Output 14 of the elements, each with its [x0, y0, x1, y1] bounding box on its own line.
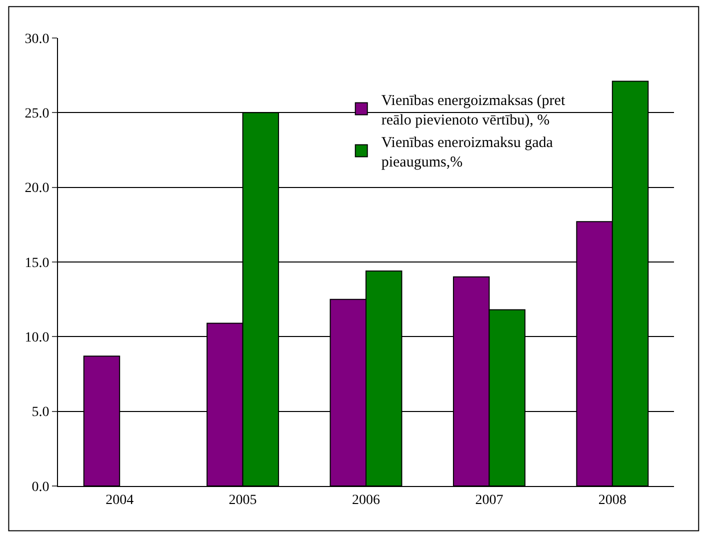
x-tick-label: 2008	[598, 492, 626, 508]
x-tick-label: 2004	[106, 492, 134, 508]
y-tick-label: 0.0	[32, 480, 50, 495]
x-tick-label: 2005	[228, 492, 257, 508]
legend-label: Vienības eneroizmaksu gada pieaugums,%	[381, 134, 554, 170]
y-tick-label: 5.0	[32, 405, 50, 420]
y-tick-label: 25.0	[24, 106, 50, 122]
y-tick-label: 15.0	[24, 256, 50, 271]
y-tick-label: 30.0	[24, 32, 50, 47]
x-tick-label: 2007	[475, 492, 504, 508]
legend-label: Vienības energoizmaksas (pret reālo pievienoto vērtību), %	[381, 92, 566, 128]
y-tick-label: 10.0	[24, 330, 50, 346]
x-tick-label: 2006	[352, 492, 380, 508]
y-tick-label: 20.0	[24, 181, 50, 196]
